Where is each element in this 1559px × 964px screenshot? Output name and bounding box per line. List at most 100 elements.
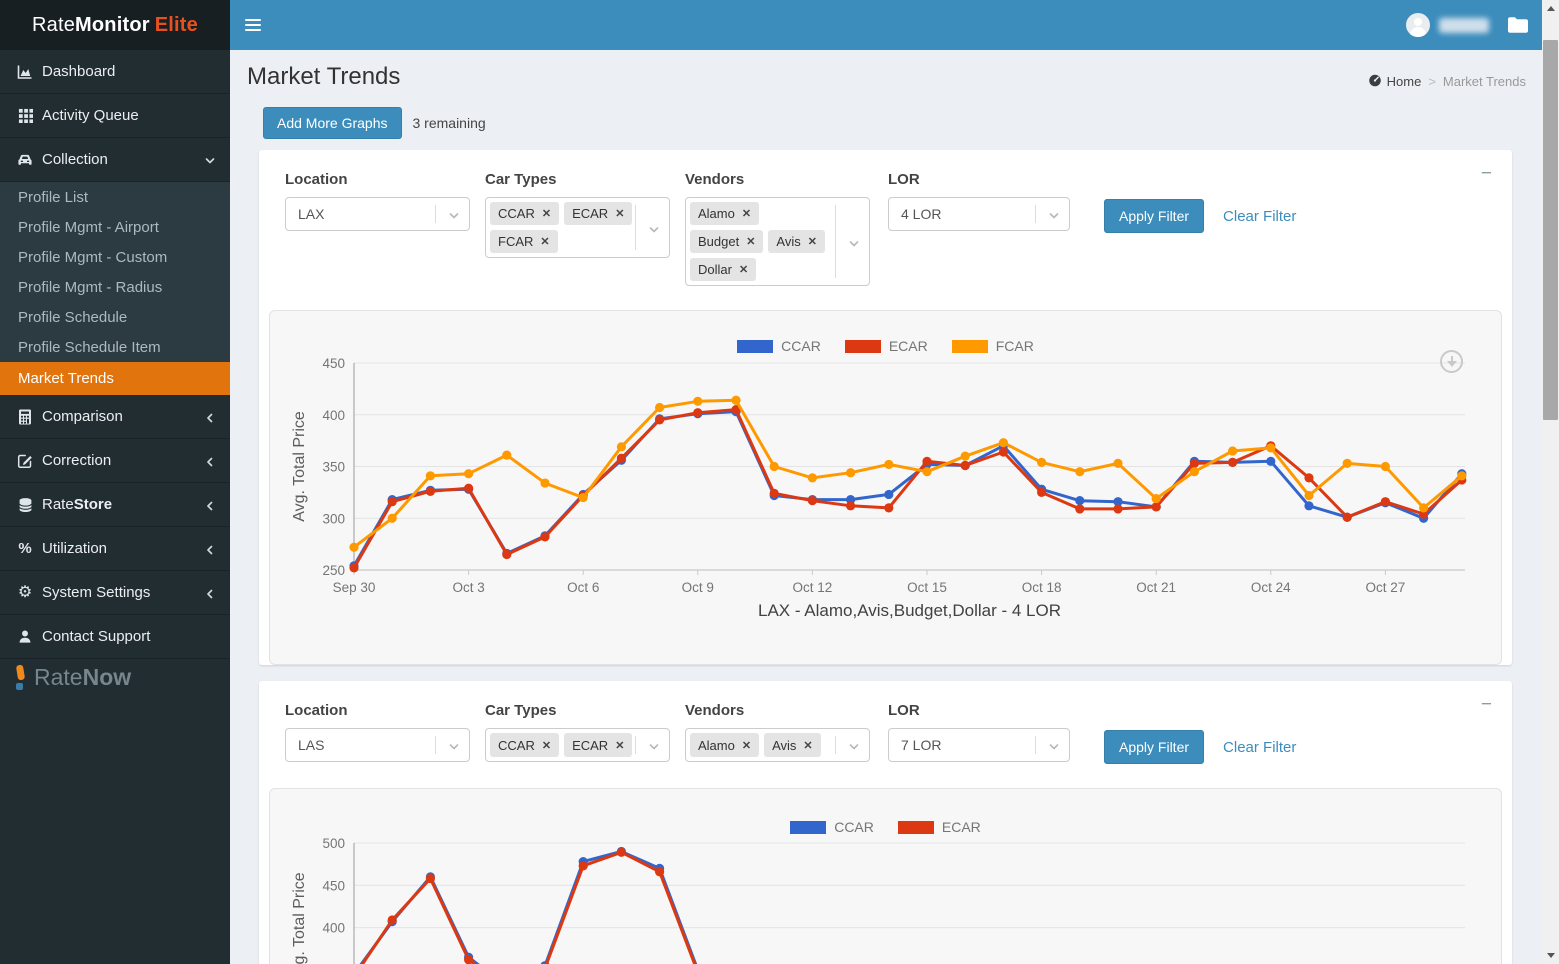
chevron-down-icon — [848, 740, 860, 758]
svg-text:500: 500 — [322, 836, 345, 851]
brand-logo[interactable]: RateMonitor Elite — [0, 0, 230, 50]
app-root: RateMonitor Elite DashboardActivity Queu… — [0, 0, 1559, 964]
tag-label: Avis — [772, 738, 796, 753]
calculator-icon — [17, 409, 33, 425]
apply-filter-button[interactable]: Apply Filter — [1104, 199, 1204, 233]
car-icon — [17, 152, 33, 168]
car-types-multiselect[interactable]: CCAR✕ECAR✕ — [485, 728, 670, 762]
collapse-minus-icon[interactable]: − — [1481, 695, 1492, 714]
tag-remove-icon[interactable]: ✕ — [542, 207, 551, 220]
location-filter: LocationLAX — [285, 171, 470, 231]
svg-text:Sep 30: Sep 30 — [333, 580, 376, 595]
sidebar-item-profile-mgmt-custom[interactable]: Profile Mgmt - Custom — [0, 242, 230, 272]
location-select[interactable]: LAX — [285, 197, 470, 231]
sidebar-item-profile-mgmt-airport[interactable]: Profile Mgmt - Airport — [0, 212, 230, 242]
location-select[interactable]: LAS — [285, 728, 470, 762]
legend-item-ecar: ECAR — [845, 338, 928, 354]
sidebar: RateMonitor Elite DashboardActivity Queu… — [0, 0, 230, 964]
download-chart-icon[interactable] — [1440, 350, 1463, 373]
graph-panel-2: −LocationLASCar TypesCCAR✕ECAR✕VendorsAl… — [259, 681, 1512, 964]
toolbar: Add More Graphs 3 remaining — [263, 107, 486, 139]
scrollbar-thumb[interactable] — [1543, 40, 1558, 420]
sidebar-item-utilization[interactable]: %Utilization — [0, 527, 230, 571]
tag-remove-icon[interactable]: ✕ — [803, 739, 812, 752]
car-types-multiselect[interactable]: CCAR✕ECAR✕FCAR✕ — [485, 197, 670, 258]
chevron-left-icon — [204, 499, 216, 516]
sidebar-item-label: Profile Mgmt - Custom — [18, 249, 167, 266]
apply-filter-button[interactable]: Apply Filter — [1104, 730, 1204, 764]
database-icon — [17, 497, 33, 513]
sidebar-item-profile-list[interactable]: Profile List — [0, 182, 230, 212]
scroll-down-arrow[interactable] — [1542, 947, 1559, 964]
breadcrumb-home-link[interactable]: Home — [1368, 73, 1422, 90]
tag-remove-icon[interactable]: ✕ — [742, 739, 751, 752]
svg-text:300: 300 — [322, 511, 345, 526]
legend-swatch — [898, 821, 934, 834]
car-types-multiselect-tag-ecar: ECAR✕ — [564, 733, 632, 757]
tag-remove-icon[interactable]: ✕ — [542, 739, 551, 752]
scroll-up-arrow[interactable] — [1542, 0, 1559, 17]
tag-remove-icon[interactable]: ✕ — [808, 235, 817, 248]
clear-filter-link[interactable]: Clear Filter — [1223, 739, 1296, 756]
price-trend-chart-2: 500450400350300Avg. Total Price — [270, 789, 1501, 964]
car-types-filter-label: Car Types — [485, 171, 670, 188]
filter-actions: Apply Filter Clear Filter — [1104, 199, 1296, 233]
vendors-multiselect-tag-alamo: Alamo ✕ — [690, 733, 759, 757]
sidebar-item-label: Market Trends — [18, 370, 114, 387]
sidebar-item-contact-support[interactable]: Contact Support — [0, 615, 230, 659]
tag-label: CCAR — [498, 738, 535, 753]
lor-select[interactable]: 7 LOR — [888, 728, 1070, 762]
sidebar-item-label: Profile Mgmt - Radius — [18, 279, 162, 296]
tag-remove-icon[interactable]: ✕ — [615, 207, 624, 220]
tag-remove-icon[interactable]: ✕ — [742, 207, 751, 220]
svg-text:450: 450 — [322, 356, 345, 371]
lor-filter-label: LOR — [888, 702, 1070, 719]
sidebar-item-correction[interactable]: Correction — [0, 439, 230, 483]
vendors-multiselect[interactable]: Alamo ✕ Avis ✕ — [685, 728, 870, 762]
sidebar-item-profile-schedule[interactable]: Profile Schedule — [0, 302, 230, 332]
chart-card-2: CCARECAR500450400350300Avg. Total Price — [269, 788, 1502, 964]
select-divider — [435, 736, 436, 754]
lor-select[interactable]: 4 LOR — [888, 197, 1070, 231]
tag-label: Alamo — [698, 738, 735, 753]
tag-remove-icon[interactable]: ✕ — [615, 739, 624, 752]
avatar[interactable] — [1406, 13, 1430, 37]
ratenow-mark-icon — [16, 665, 25, 691]
sidebar-item-label: Profile List — [18, 189, 88, 206]
clear-filter-link[interactable]: Clear Filter — [1223, 208, 1296, 225]
sidebar-item-dashboard[interactable]: Dashboard — [0, 50, 230, 94]
sidebar-item-profile-schedule-item[interactable]: Profile Schedule Item — [0, 332, 230, 362]
collapse-minus-icon[interactable]: − — [1481, 164, 1492, 183]
tag-remove-icon[interactable]: ✕ — [739, 263, 748, 276]
select-divider — [835, 205, 836, 278]
sidebar-toggle-button[interactable] — [230, 0, 276, 50]
legend-item-ccar: CCAR — [737, 338, 821, 354]
vendors-filter: VendorsAlamo✕Budget✕Avis✕Dollar✕ — [685, 171, 870, 286]
chevron-left-icon — [204, 455, 216, 472]
svg-text:LAX - Alamo,Avis,Budget,Dollar: LAX - Alamo,Avis,Budget,Dollar - 4 LOR — [758, 601, 1061, 620]
sidebar-item-collection[interactable]: Collection — [0, 138, 230, 182]
filter-row: LocationLASCar TypesCCAR✕ECAR✕VendorsAla… — [259, 681, 1512, 788]
lor-filter: LOR 7 LOR — [888, 702, 1070, 762]
chart-card-1: CCARECARFCAR450400350300250Sep 30Oct 3Oc… — [269, 310, 1502, 665]
sidebar-item-comparison[interactable]: Comparison — [0, 395, 230, 439]
chevron-down-icon — [1048, 740, 1060, 756]
select-divider — [1035, 205, 1036, 223]
add-more-graphs-button[interactable]: Add More Graphs — [263, 107, 402, 139]
tag-label: ECAR — [572, 206, 608, 221]
tag-remove-icon[interactable]: ✕ — [746, 235, 755, 248]
sidebar-item-activity-queue[interactable]: Activity Queue — [0, 94, 230, 138]
sidebar-item-ratestore[interactable]: RateStore — [0, 483, 230, 527]
percent-icon: % — [17, 541, 33, 557]
vendors-multiselect[interactable]: Alamo✕Budget✕Avis✕Dollar✕ — [685, 197, 870, 286]
sidebar-item-profile-mgmt-radius[interactable]: Profile Mgmt - Radius — [0, 272, 230, 302]
svg-text:Avg. Total Price: Avg. Total Price — [291, 411, 308, 522]
svg-text:Oct 21: Oct 21 — [1136, 580, 1176, 595]
sidebar-item-system-settings[interactable]: ⚙System Settings — [0, 571, 230, 615]
sidebar-item-market-trends[interactable]: Market Trends — [0, 362, 230, 395]
svg-text:Oct 18: Oct 18 — [1022, 580, 1062, 595]
svg-text:Oct 3: Oct 3 — [452, 580, 484, 595]
tag-remove-icon[interactable]: ✕ — [540, 235, 549, 248]
vertical-scrollbar[interactable] — [1542, 0, 1559, 964]
folder-icon[interactable] — [1508, 0, 1530, 50]
